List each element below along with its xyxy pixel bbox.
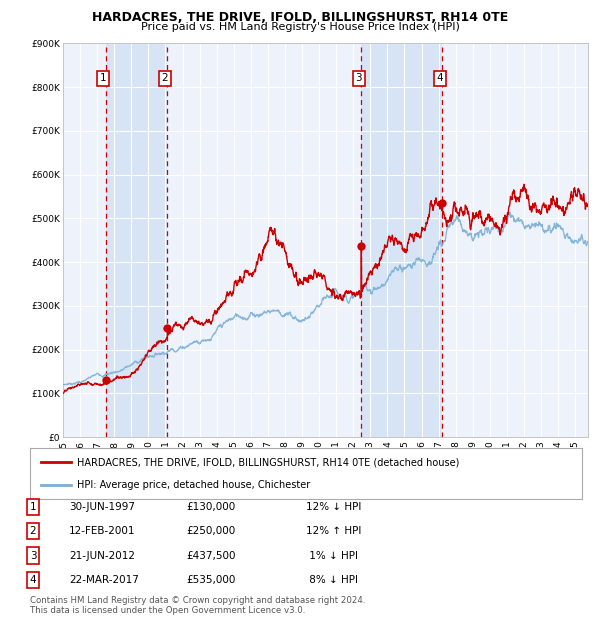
- Text: 2: 2: [161, 73, 168, 84]
- Text: 2: 2: [29, 526, 37, 536]
- Bar: [106, 43, 167, 437]
- Text: £535,000: £535,000: [186, 575, 235, 585]
- Text: 4: 4: [29, 575, 37, 585]
- Text: Contains HM Land Registry data © Crown copyright and database right 2024.: Contains HM Land Registry data © Crown c…: [30, 596, 365, 604]
- Text: 4: 4: [436, 73, 443, 84]
- Text: 1: 1: [100, 73, 106, 84]
- Text: This data is licensed under the Open Government Licence v3.0.: This data is licensed under the Open Gov…: [30, 606, 305, 614]
- Text: Price paid vs. HM Land Registry's House Price Index (HPI): Price paid vs. HM Land Registry's House …: [140, 22, 460, 32]
- Text: 30-JUN-1997: 30-JUN-1997: [69, 502, 135, 512]
- Text: 3: 3: [355, 73, 362, 84]
- Text: 21-JUN-2012: 21-JUN-2012: [69, 551, 135, 560]
- Text: HARDACRES, THE DRIVE, IFOLD, BILLINGSHURST, RH14 0TE (detached house): HARDACRES, THE DRIVE, IFOLD, BILLINGSHUR…: [77, 458, 459, 467]
- Text: £130,000: £130,000: [186, 502, 235, 512]
- Text: 12-FEB-2001: 12-FEB-2001: [69, 526, 136, 536]
- Text: 1: 1: [29, 502, 37, 512]
- Text: 22-MAR-2017: 22-MAR-2017: [69, 575, 139, 585]
- Text: 12% ↑ HPI: 12% ↑ HPI: [306, 526, 361, 536]
- Text: HARDACRES, THE DRIVE, IFOLD, BILLINGSHURST, RH14 0TE: HARDACRES, THE DRIVE, IFOLD, BILLINGSHUR…: [92, 11, 508, 24]
- Text: 1% ↓ HPI: 1% ↓ HPI: [306, 551, 358, 560]
- Text: HPI: Average price, detached house, Chichester: HPI: Average price, detached house, Chic…: [77, 480, 310, 490]
- Text: 8% ↓ HPI: 8% ↓ HPI: [306, 575, 358, 585]
- Text: £250,000: £250,000: [186, 526, 235, 536]
- Bar: [361, 43, 442, 437]
- Text: 3: 3: [29, 551, 37, 560]
- Text: 12% ↓ HPI: 12% ↓ HPI: [306, 502, 361, 512]
- Text: £437,500: £437,500: [186, 551, 235, 560]
